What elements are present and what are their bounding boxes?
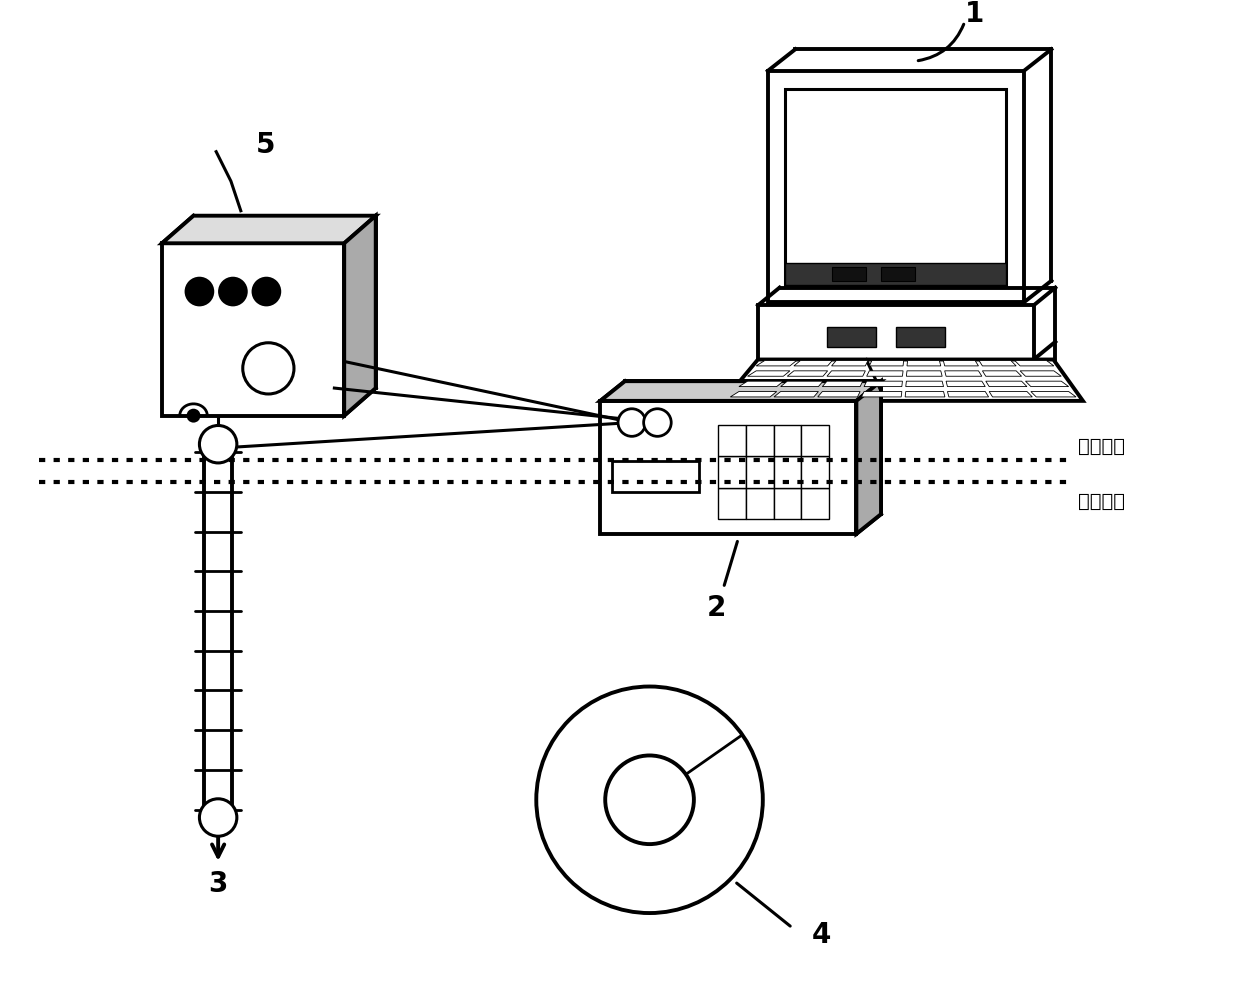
Polygon shape — [857, 381, 880, 534]
Circle shape — [644, 409, 671, 436]
Polygon shape — [990, 392, 1033, 397]
Text: 井下部分: 井下部分 — [1078, 492, 1125, 512]
Polygon shape — [748, 371, 790, 376]
Polygon shape — [982, 371, 1022, 376]
Bar — [801, 424, 828, 456]
Circle shape — [187, 409, 200, 421]
Polygon shape — [1025, 381, 1069, 387]
Bar — [600, 401, 857, 534]
Polygon shape — [781, 381, 823, 387]
Bar — [785, 88, 1006, 285]
Circle shape — [243, 343, 294, 394]
Bar — [827, 327, 877, 347]
Circle shape — [618, 409, 646, 436]
Bar — [801, 456, 828, 487]
Polygon shape — [905, 381, 944, 387]
Polygon shape — [945, 371, 982, 376]
Polygon shape — [730, 392, 776, 397]
Circle shape — [219, 278, 247, 305]
Polygon shape — [906, 371, 942, 376]
Polygon shape — [600, 381, 880, 401]
Polygon shape — [1014, 360, 1054, 366]
Text: 2: 2 — [707, 594, 727, 622]
Polygon shape — [867, 371, 903, 376]
Text: 地面部分: 地面部分 — [1078, 437, 1125, 456]
Polygon shape — [162, 216, 376, 244]
Polygon shape — [869, 360, 904, 366]
Polygon shape — [905, 392, 945, 397]
Bar — [880, 267, 915, 281]
Bar — [758, 305, 1034, 359]
Polygon shape — [946, 381, 986, 387]
Polygon shape — [864, 381, 903, 387]
Bar — [768, 71, 1024, 302]
Polygon shape — [980, 360, 1016, 366]
Polygon shape — [739, 381, 784, 387]
Circle shape — [200, 798, 237, 837]
Polygon shape — [774, 392, 818, 397]
Bar — [746, 424, 774, 456]
Bar — [718, 456, 746, 487]
Bar — [895, 327, 945, 347]
Circle shape — [536, 686, 763, 913]
Polygon shape — [723, 359, 1083, 401]
Text: 1: 1 — [965, 0, 985, 27]
Bar — [162, 244, 345, 415]
Text: 3: 3 — [208, 869, 228, 898]
Bar — [746, 456, 774, 487]
Text: 5: 5 — [255, 131, 275, 159]
Polygon shape — [947, 392, 988, 397]
Polygon shape — [832, 360, 868, 366]
Polygon shape — [817, 392, 861, 397]
Circle shape — [605, 755, 694, 845]
Bar — [746, 487, 774, 519]
Circle shape — [200, 425, 237, 463]
Polygon shape — [822, 381, 863, 387]
Polygon shape — [862, 392, 901, 397]
Polygon shape — [906, 360, 941, 366]
Polygon shape — [986, 381, 1027, 387]
Polygon shape — [827, 371, 866, 376]
Bar — [832, 267, 867, 281]
Bar — [774, 456, 801, 487]
Bar — [774, 424, 801, 456]
Bar — [785, 263, 1006, 285]
Polygon shape — [944, 360, 978, 366]
Polygon shape — [1030, 392, 1076, 397]
Polygon shape — [794, 360, 832, 366]
Polygon shape — [787, 371, 827, 376]
Polygon shape — [1021, 371, 1061, 376]
Bar — [718, 424, 746, 456]
Circle shape — [186, 278, 213, 305]
Text: 4: 4 — [812, 921, 832, 949]
Polygon shape — [756, 360, 796, 366]
Bar — [774, 487, 801, 519]
Bar — [718, 487, 746, 519]
Bar — [613, 461, 699, 493]
Bar — [801, 487, 828, 519]
Circle shape — [253, 278, 280, 305]
Polygon shape — [345, 216, 376, 415]
